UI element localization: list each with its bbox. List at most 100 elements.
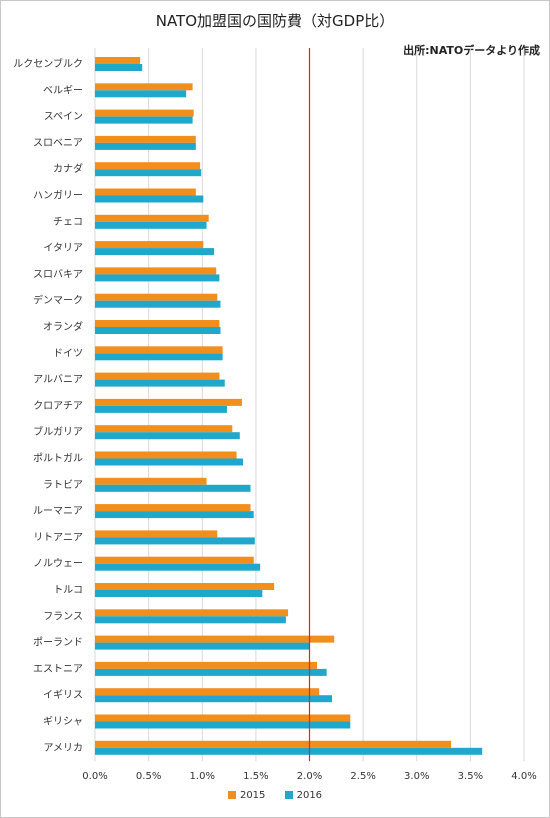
bar-2015	[95, 320, 220, 327]
legend-swatch-2016	[284, 791, 293, 799]
x-tick-label: 1.5%	[243, 771, 268, 782]
bar-2016	[95, 221, 207, 229]
y-category-label: アルバニア	[33, 374, 83, 386]
x-tick-label: 1.0%	[190, 771, 215, 782]
bar-2015	[95, 398, 242, 406]
chart-title: NATO加盟国の国防費（対GDP比）	[155, 12, 395, 30]
y-category-label: スロベニア	[33, 137, 83, 149]
bar-2015	[95, 57, 141, 64]
y-category-label: スロバキア	[33, 268, 83, 280]
bar-2016	[95, 142, 196, 150]
bar-2015	[95, 530, 218, 538]
bar-2015	[95, 451, 237, 459]
bar-2016	[95, 353, 223, 361]
y-category-label: オランダ	[43, 320, 83, 333]
x-tick-label: 3.0%	[404, 771, 429, 782]
bar-2015	[95, 635, 335, 643]
y-category-label: リトアニア	[33, 532, 83, 543]
y-category-label: チェコ	[53, 216, 83, 228]
y-category-label: ラトビア	[43, 479, 83, 491]
bar-2015	[95, 661, 318, 669]
y-category-label: ノルウェー	[33, 558, 83, 570]
bar-2016	[95, 537, 255, 545]
x-tick-label: 0.5%	[136, 771, 161, 782]
x-tick-label: 2.0%	[297, 771, 322, 782]
legend-label-2016: 2016	[296, 790, 323, 801]
legend-item-2015: 2015	[227, 790, 266, 801]
x-tick-label: 0.0%	[82, 771, 107, 782]
bar-2015	[95, 109, 194, 117]
bar-2016	[95, 642, 310, 650]
bar-2016	[95, 432, 240, 440]
bar-2015	[95, 241, 204, 249]
y-category-label: ドイツ	[53, 348, 83, 359]
y-category-label: カナダ	[53, 162, 83, 175]
bar-2016	[95, 327, 221, 334]
bar-2015	[95, 556, 254, 564]
bar-2016	[95, 590, 263, 597]
x-tick-label: 2.5%	[350, 771, 375, 782]
y-category-label: ポーランド	[33, 637, 83, 649]
y-category-label: ルクセンブルク	[13, 57, 83, 70]
legend-swatch-2015	[227, 791, 236, 799]
bar-2015	[95, 609, 289, 617]
y-category-label: フランス	[43, 610, 83, 622]
legend-item-2016: 2016	[284, 790, 323, 801]
chart-legend: 2015 2016	[0, 790, 550, 801]
y-category-label: スペイン	[44, 112, 83, 123]
y-category-label: イギリス	[43, 689, 83, 701]
x-tick-label: 4.0%	[511, 771, 536, 782]
y-category-label: ブルガリア	[33, 425, 83, 438]
bar-2015	[95, 504, 251, 512]
bar-2016	[95, 169, 202, 177]
y-category-label: ギリシャ	[43, 716, 83, 728]
bar-2015	[95, 188, 196, 196]
bar-2015	[95, 372, 220, 380]
bar-2016	[95, 616, 286, 624]
bar-2015	[95, 688, 320, 696]
bar-2016	[95, 747, 483, 755]
legend-label-2015: 2015	[239, 790, 266, 801]
y-category-label: ハンガリー	[33, 190, 83, 202]
bar-2016	[95, 248, 215, 256]
bar-2015	[95, 83, 193, 91]
chart-source: 出所:NATOデータより作成	[403, 44, 540, 57]
bar-2015	[95, 477, 207, 485]
y-category-label: ポルトガル	[33, 453, 83, 465]
y-category-label: トルコ	[53, 585, 83, 596]
y-category-label: アメリカ	[44, 742, 84, 754]
bar-2016	[95, 300, 221, 308]
bar-2016	[95, 64, 143, 71]
bar-2016	[95, 90, 187, 98]
y-category-label: ベルギー	[43, 84, 83, 96]
bar-2015	[95, 162, 201, 170]
bar-2015	[95, 583, 275, 590]
bar-2016	[95, 695, 333, 703]
bar-2015	[95, 267, 217, 275]
y-category-label: ルーマニア	[33, 506, 83, 517]
bar-2016	[95, 379, 225, 387]
bar-2015	[95, 135, 196, 143]
bar-2016	[95, 563, 261, 571]
bar-2015	[95, 293, 218, 301]
y-category-label: エストニア	[33, 664, 83, 675]
y-category-label: デンマーク	[33, 294, 83, 307]
bar-2016	[95, 458, 244, 466]
bar-2016	[95, 405, 227, 413]
bar-2016	[95, 668, 327, 676]
y-category-label: イタリア	[43, 242, 83, 254]
bar-2016	[95, 484, 251, 492]
bar-2015	[95, 425, 233, 433]
bar-2016	[95, 274, 220, 282]
bar-2016	[95, 116, 193, 124]
bar-2015	[95, 214, 209, 222]
bar-2016	[95, 721, 351, 729]
bar-2016	[95, 511, 254, 519]
bar-2016	[95, 195, 204, 203]
y-category-label: クロアチア	[33, 400, 83, 412]
bar-2015	[95, 346, 223, 354]
bar-2015	[95, 740, 452, 748]
x-tick-label: 3.5%	[458, 771, 483, 782]
